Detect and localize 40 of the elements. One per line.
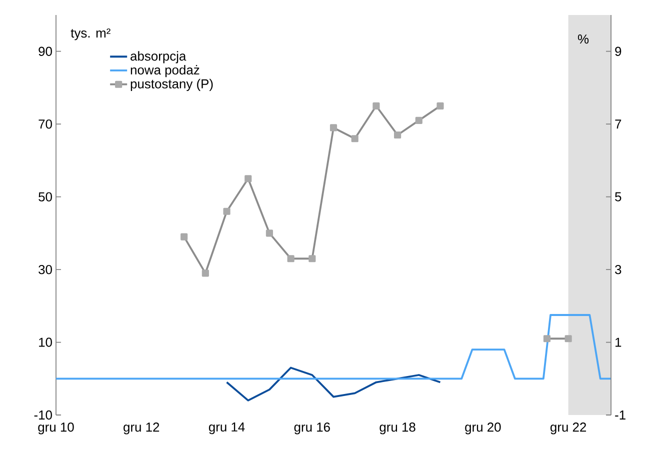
x-tick-label: gru 20: [465, 422, 501, 434]
point: [287, 255, 294, 262]
y-tick-label: 90: [38, 46, 52, 56]
y-axis-title: tys. m²: [70, 28, 110, 40]
y2-tick-label: 3: [615, 264, 622, 274]
y2-tick-label: 7: [615, 120, 622, 129]
y-tick-label: 30: [38, 264, 52, 274]
point: [244, 175, 252, 182]
point: [308, 255, 316, 262]
x-tick-label: gru 12: [124, 422, 160, 434]
x-tick-label: gru 10: [38, 422, 74, 434]
y-tick-label: 70: [38, 120, 52, 129]
legend-label: nowa podaż: [130, 65, 200, 78]
y2-tick-label: 1: [616, 338, 622, 347]
x-tick-label: gru 14: [208, 422, 245, 434]
point: [202, 270, 209, 277]
x-tick-label: gru 18: [380, 422, 416, 434]
point: [372, 102, 380, 110]
y2-tick-label: 5: [615, 192, 622, 202]
line-series: [226, 366, 442, 402]
point: [543, 335, 551, 342]
y-tick-label: -10: [34, 410, 52, 420]
x-tick-label: gru 22: [550, 422, 586, 434]
point: [266, 230, 274, 237]
point: [180, 233, 188, 240]
point: [223, 208, 230, 215]
point: [436, 102, 444, 110]
y2-axis-title: %: [578, 34, 589, 44]
point: [351, 135, 358, 142]
legend-label: absorpcja: [130, 51, 186, 64]
x-tick-label: gru 16: [294, 422, 330, 434]
point: [394, 131, 402, 139]
point: [415, 116, 422, 124]
y-tick-label: 10: [39, 338, 52, 347]
point: [330, 124, 338, 132]
y2-tick-label: 9: [615, 46, 622, 56]
y-tick-label: 50: [38, 192, 52, 202]
point: [564, 335, 572, 342]
y2-tick-label: -1: [615, 410, 626, 420]
legend-label: pustostany (P): [130, 78, 213, 91]
